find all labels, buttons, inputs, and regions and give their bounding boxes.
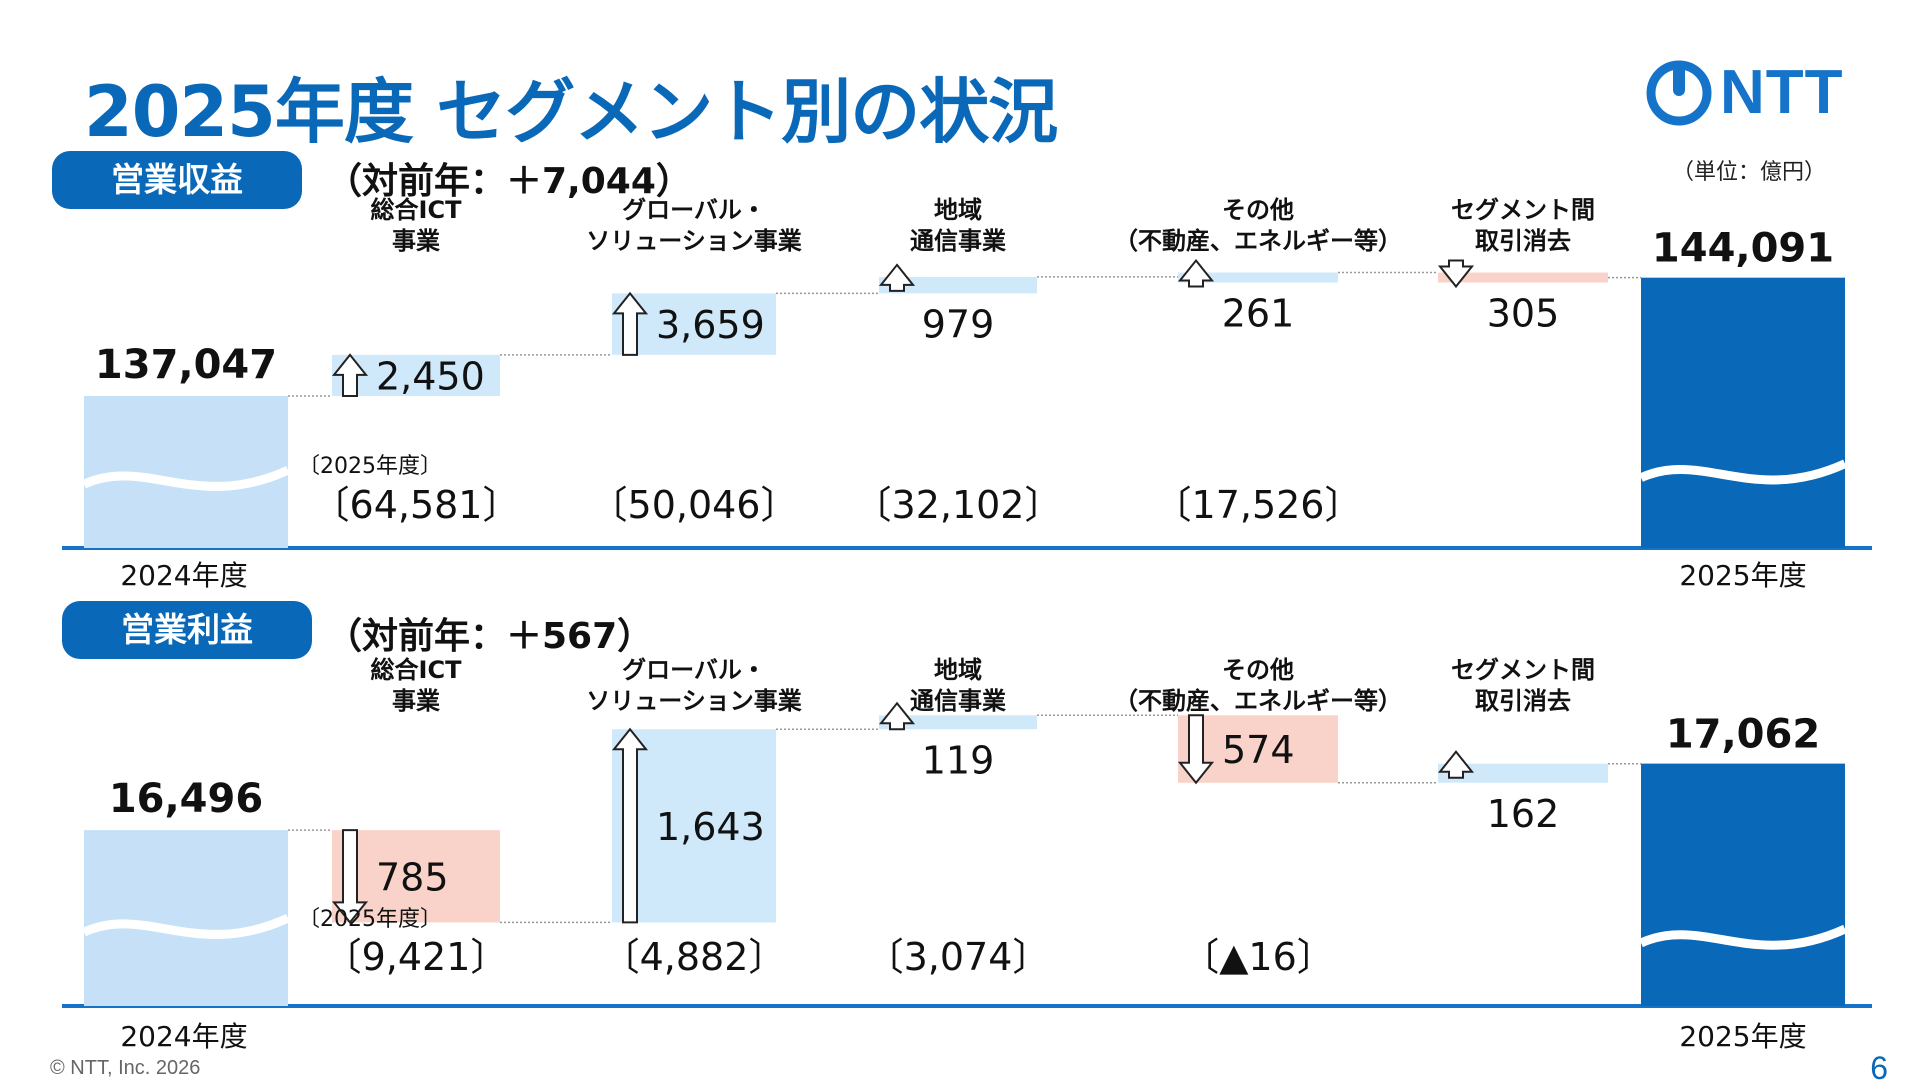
section-pill-revenue: 営業収益 (52, 151, 302, 209)
ntt-logo: NTT (1644, 58, 1850, 128)
segment-total-1: 〔64,581〕 (312, 483, 521, 527)
value-label-1: 785 (376, 855, 449, 899)
bar-wave-current (1639, 459, 1847, 485)
category-label-2: ソリューション事業 (586, 227, 802, 255)
bar-segment-3 (879, 276, 1037, 294)
category-label-1: 事業 (392, 687, 440, 715)
bar-wave-prior (82, 914, 290, 939)
segment-total-4: 〔▲16〕 (1181, 935, 1335, 979)
category-label-4: その他 (1222, 196, 1294, 224)
bar-segment-4 (1178, 272, 1338, 283)
category-label-5: 取引消去 (1475, 687, 1571, 715)
category-label-5: セグメント間 (1451, 196, 1595, 224)
category-label-4: （不動産、エネルギー等） (1114, 227, 1402, 255)
ntt-logo-icon (1646, 60, 1712, 126)
category-label-3: 通信事業 (910, 687, 1006, 715)
arrow-up-icon (878, 263, 916, 292)
arrow-up-icon (611, 291, 649, 356)
year-label-start: 2024年度 (120, 559, 247, 592)
page-number: 6 (1870, 1050, 1888, 1086)
section-pill-profit: 営業利益 (62, 601, 312, 659)
category-label-1: 総合ICT (371, 656, 463, 684)
segment-note: 〔2025年度〕 (298, 454, 442, 479)
segment-total-3: 〔32,102〕 (854, 483, 1063, 527)
bar-wave-prior (82, 466, 290, 491)
arrow-up-icon (1177, 258, 1215, 288)
value-label-2: 3,659 (656, 303, 765, 347)
segment-note: 〔2025年度〕 (298, 907, 442, 932)
unit-label: （単位：億円） (1672, 160, 1827, 185)
yoy-revenue: （対前年：＋7,044） (326, 161, 692, 202)
category-label-1: 総合ICT (371, 196, 463, 224)
bar-segment-3 (879, 715, 1037, 730)
arrow-up-icon (1437, 750, 1475, 779)
category-label-2: ソリューション事業 (586, 687, 802, 715)
segment-total-2: 〔4,882〕 (602, 935, 787, 979)
arrow-down-icon (1177, 714, 1215, 785)
arrow-down-icon (1437, 259, 1475, 289)
category-label-2: グローバル・ (622, 656, 766, 684)
bar-segment-5 (1438, 272, 1608, 283)
page-title: 2025年度 セグメント別の状況 (84, 71, 1058, 153)
value-label-5: 305 (1487, 292, 1560, 336)
bar-current-year (1641, 763, 1845, 1006)
value-label-4: 261 (1222, 292, 1295, 336)
value-label-2: 1,643 (656, 805, 765, 849)
category-label-2: グローバル・ (622, 196, 766, 224)
year-label-end: 2025年度 (1679, 1020, 1806, 1053)
year-label-end: 2025年度 (1679, 559, 1806, 592)
category-label-3: 地域 (934, 656, 982, 684)
segment-total-4: 〔17,526〕 (1154, 483, 1363, 527)
segment-total-2: 〔50,046〕 (590, 483, 799, 527)
value-label-total: 144,091 (1652, 226, 1834, 272)
value-label-total: 17,062 (1666, 712, 1820, 758)
value-label-3: 119 (922, 738, 995, 782)
arrow-up-icon (331, 353, 369, 398)
arrow-up-icon (878, 701, 916, 731)
category-label-1: 事業 (392, 227, 440, 255)
segment-total-1: 〔9,421〕 (324, 935, 509, 979)
arrow-down-icon (331, 829, 369, 925)
category-label-3: 通信事業 (910, 227, 1006, 255)
category-label-5: セグメント間 (1451, 656, 1595, 684)
arrow-up-icon (611, 727, 649, 924)
copyright: © NTT, Inc. 2026 (50, 1057, 201, 1079)
category-label-5: 取引消去 (1475, 227, 1571, 255)
category-label-3: 地域 (934, 196, 982, 224)
bar-wave-current (1639, 924, 1847, 950)
bar-segment-2 (612, 729, 776, 923)
bar-prior-year (84, 830, 288, 1006)
category-label-4: その他 (1222, 656, 1294, 684)
year-label-start: 2024年度 (120, 1020, 247, 1053)
value-label-3: 979 (922, 302, 995, 346)
value-label-4: 574 (1222, 728, 1295, 772)
segment-total-3: 〔3,074〕 (866, 935, 1051, 979)
value-label-prior: 16,496 (109, 776, 263, 822)
logo-wordmark: NTT (1720, 58, 1844, 127)
bar-current-year (1641, 277, 1845, 548)
value-label-1: 2,450 (376, 354, 485, 398)
bar-segment-5 (1438, 763, 1608, 783)
value-label-prior: 137,047 (95, 342, 277, 388)
value-label-5: 162 (1487, 792, 1560, 836)
category-label-4: （不動産、エネルギー等） (1114, 687, 1402, 715)
yoy-profit: （対前年：＋567） (326, 616, 654, 657)
